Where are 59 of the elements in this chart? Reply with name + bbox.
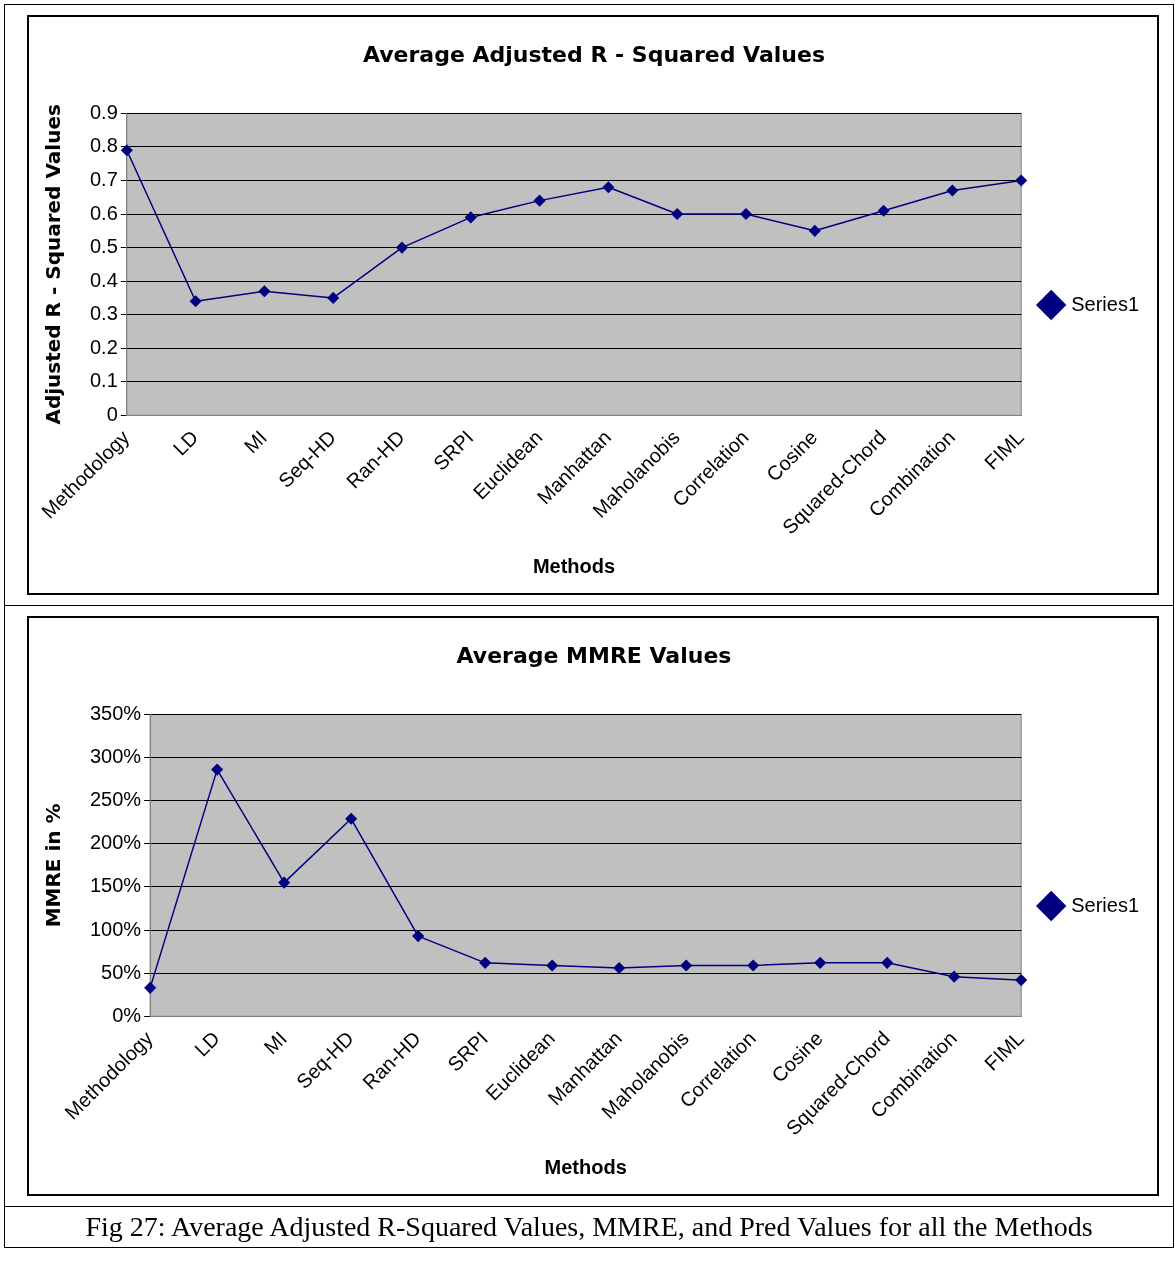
point bbox=[327, 292, 339, 304]
point bbox=[121, 144, 133, 157]
point bbox=[1015, 974, 1027, 986]
point bbox=[546, 959, 558, 972]
y-tick-label: 0.3 bbox=[89, 302, 118, 325]
y-axis-title: Adjusted R - Squared Values bbox=[41, 104, 66, 425]
chart-title: Average Adjusted R - Squared Values bbox=[363, 41, 825, 67]
point bbox=[465, 211, 477, 224]
point bbox=[948, 970, 960, 983]
point bbox=[189, 295, 202, 308]
x-tick-label: MI bbox=[239, 425, 272, 458]
x-tick-label: LD bbox=[190, 1026, 224, 1061]
point bbox=[740, 208, 752, 220]
x-axis-title: Methods bbox=[532, 554, 616, 577]
y-tick-label: 0.2 bbox=[89, 335, 118, 358]
point bbox=[747, 959, 759, 972]
y-tick-label: 50% bbox=[101, 960, 142, 983]
y-tick-label: 350% bbox=[90, 701, 142, 724]
y-axis-title: MMRE in % bbox=[41, 803, 66, 928]
y-tick-label: 200% bbox=[90, 831, 142, 854]
point bbox=[881, 957, 893, 969]
y-tick-label: 0.6 bbox=[89, 201, 118, 224]
y-tick-label: 0.1 bbox=[89, 369, 118, 392]
point bbox=[278, 876, 290, 889]
point bbox=[809, 225, 821, 237]
point bbox=[946, 184, 959, 197]
y-tick-label: 0.7 bbox=[89, 168, 118, 191]
point bbox=[479, 957, 491, 969]
y-tick-label: 0.9 bbox=[89, 100, 118, 123]
x-tick-label: LD bbox=[168, 425, 203, 460]
point bbox=[602, 181, 615, 193]
point bbox=[258, 285, 271, 297]
y-tick-label: 0% bbox=[112, 1003, 142, 1026]
y-tick-label: 0.5 bbox=[89, 235, 118, 258]
point bbox=[211, 763, 223, 776]
point bbox=[144, 982, 156, 994]
y-tick-label: 250% bbox=[90, 788, 142, 811]
point bbox=[680, 959, 692, 972]
y-tick-label: 100% bbox=[90, 917, 142, 940]
x-tick-label: MI bbox=[259, 1026, 291, 1059]
point bbox=[671, 208, 683, 220]
y-tick-label: 0.4 bbox=[89, 268, 118, 291]
point bbox=[1015, 174, 1027, 187]
caption: Fig 27: Average Adjusted R-Squared Values, MMRE, and Pred Values for all the Methods bbox=[84, 1210, 1094, 1244]
chart-title: Average MMRE Values bbox=[456, 642, 732, 668]
legend-label: Series1 bbox=[1071, 292, 1139, 315]
point bbox=[613, 962, 625, 974]
y-tick-label: 0 bbox=[106, 402, 118, 425]
point bbox=[412, 930, 424, 942]
x-axis-title: Methods bbox=[544, 1155, 627, 1178]
point bbox=[396, 241, 408, 254]
y-tick-label: 300% bbox=[90, 745, 142, 768]
y-tick-label: 150% bbox=[90, 874, 142, 897]
point bbox=[814, 957, 826, 969]
legend-label: Series1 bbox=[1071, 893, 1139, 916]
y-tick-label: 0.8 bbox=[89, 134, 118, 157]
point bbox=[877, 204, 890, 217]
point bbox=[345, 813, 357, 825]
point bbox=[533, 194, 546, 207]
